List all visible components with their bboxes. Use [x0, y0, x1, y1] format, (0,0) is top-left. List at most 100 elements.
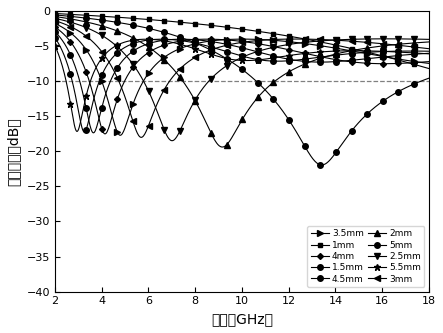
4.5mm: [222, 42, 227, 46]
3.5mm: [303, 42, 308, 46]
1mm: [273, 32, 278, 36]
4mm: [119, 86, 124, 90]
1.5mm: [52, 13, 58, 17]
2.5mm: [426, 37, 431, 41]
Line: 3.5mm: 3.5mm: [52, 21, 432, 138]
2mm: [220, 145, 225, 149]
Line: 4mm: 4mm: [53, 25, 431, 136]
3mm: [273, 37, 279, 41]
5mm: [334, 53, 340, 57]
Line: 5mm: 5mm: [52, 35, 432, 135]
5.5mm: [274, 55, 279, 59]
5mm: [426, 49, 431, 53]
Line: 2mm: 2mm: [52, 14, 432, 150]
4.5mm: [52, 30, 58, 34]
1.5mm: [426, 76, 431, 80]
5.5mm: [74, 130, 79, 134]
5.5mm: [223, 56, 228, 60]
4mm: [222, 38, 227, 42]
4mm: [303, 51, 308, 55]
1mm: [334, 43, 339, 47]
Line: 2.5mm: 2.5mm: [52, 16, 432, 144]
4.5mm: [334, 60, 340, 64]
5mm: [303, 57, 308, 61]
5.5mm: [303, 51, 309, 55]
2.5mm: [222, 65, 227, 69]
3.5mm: [426, 61, 431, 65]
4.5mm: [273, 55, 279, 59]
2.5mm: [52, 16, 58, 20]
1.5mm: [148, 27, 154, 31]
5.5mm: [335, 49, 341, 53]
4mm: [102, 132, 108, 136]
2mm: [118, 30, 124, 34]
4mm: [52, 25, 58, 29]
1mm: [222, 25, 227, 29]
3.5mm: [52, 21, 58, 25]
Line: 1.5mm: 1.5mm: [52, 12, 432, 168]
1mm: [52, 11, 58, 15]
5mm: [149, 38, 154, 42]
3mm: [138, 135, 144, 139]
2.5mm: [303, 40, 308, 44]
Legend: 3.5mm, 1mm, 4mm, 1.5mm, 4.5mm, 2mm, 5mm, 2.5mm, 5.5mm, 3mm: 3.5mm, 1mm, 4mm, 1.5mm, 4.5mm, 2mm, 5mm,…: [307, 226, 424, 287]
Y-axis label: 反射损耗（dB）: 反射损耗（dB）: [7, 117, 21, 186]
3mm: [118, 85, 124, 89]
1.5mm: [319, 163, 324, 167]
2mm: [303, 62, 308, 66]
2.5mm: [170, 139, 175, 143]
4.5mm: [91, 131, 96, 135]
4mm: [149, 49, 154, 53]
3.5mm: [118, 133, 123, 137]
Line: 3mm: 3mm: [52, 18, 432, 140]
4.5mm: [426, 51, 431, 55]
5.5mm: [119, 41, 124, 45]
3mm: [149, 115, 154, 119]
3mm: [52, 19, 58, 23]
4mm: [334, 58, 340, 62]
5.5mm: [144, 37, 149, 41]
3mm: [426, 47, 431, 51]
4.5mm: [119, 60, 124, 64]
1.5mm: [222, 55, 227, 59]
5mm: [52, 36, 58, 40]
X-axis label: 频率（GHz）: 频率（GHz）: [211, 312, 273, 326]
2.5mm: [273, 45, 279, 49]
1mm: [118, 15, 124, 19]
5mm: [273, 59, 279, 63]
2.5mm: [334, 38, 340, 42]
2mm: [334, 52, 340, 56]
4.5mm: [149, 41, 154, 45]
Line: 5.5mm: 5.5mm: [51, 36, 432, 135]
5.5mm: [426, 52, 431, 56]
1.5mm: [118, 21, 124, 25]
1.5mm: [273, 100, 278, 104]
5mm: [82, 130, 87, 134]
4mm: [426, 60, 431, 64]
2mm: [222, 144, 227, 148]
2mm: [52, 14, 58, 18]
4.5mm: [303, 60, 308, 64]
3.5mm: [334, 46, 340, 50]
2mm: [426, 40, 431, 44]
5mm: [222, 49, 227, 53]
1.5mm: [302, 144, 307, 148]
5.5mm: [150, 37, 155, 41]
1mm: [148, 18, 154, 22]
2mm: [148, 47, 154, 51]
1mm: [426, 67, 431, 71]
1mm: [302, 37, 307, 41]
2.5mm: [118, 48, 124, 52]
3.5mm: [119, 133, 124, 137]
2mm: [273, 78, 279, 82]
1.5mm: [334, 149, 340, 153]
5.5mm: [52, 44, 58, 48]
Line: 1mm: 1mm: [53, 11, 431, 71]
5mm: [119, 47, 124, 51]
3.5mm: [222, 38, 227, 42]
3mm: [222, 44, 227, 48]
4mm: [273, 45, 279, 49]
3.5mm: [149, 67, 154, 71]
3mm: [334, 38, 340, 42]
3mm: [303, 37, 308, 41]
